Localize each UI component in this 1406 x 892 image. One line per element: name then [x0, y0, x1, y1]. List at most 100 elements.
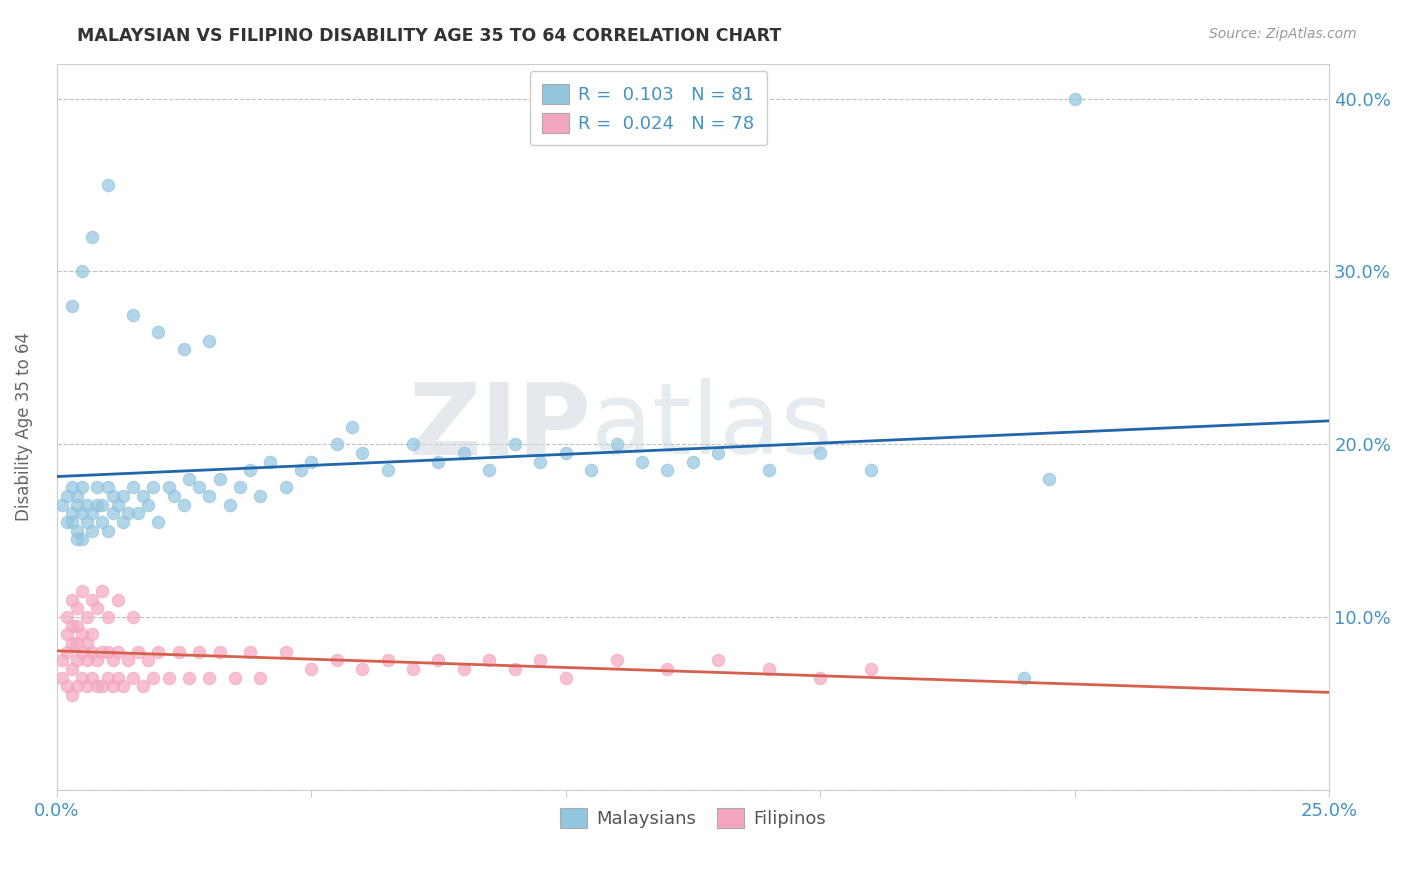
Point: [96, 480, 118, 494]
Point: [377, 653, 399, 667]
Point: [377, 463, 399, 477]
Point: [453, 662, 475, 676]
Point: [91, 645, 114, 659]
Point: [51, 671, 73, 685]
Point: [70, 584, 93, 599]
Point: [60, 507, 83, 521]
Point: [107, 498, 129, 512]
Point: [122, 671, 145, 685]
Point: [352, 662, 374, 676]
Point: [657, 463, 679, 477]
Point: [60, 592, 83, 607]
Point: [136, 498, 159, 512]
Point: [82, 524, 104, 538]
Point: [707, 653, 730, 667]
Point: [70, 533, 93, 547]
Point: [249, 671, 271, 685]
Point: [808, 671, 831, 685]
Point: [554, 446, 576, 460]
Point: [86, 601, 108, 615]
Point: [111, 489, 134, 503]
Point: [60, 299, 83, 313]
Point: [122, 480, 145, 494]
Point: [122, 308, 145, 322]
Point: [132, 679, 155, 693]
Point: [208, 645, 231, 659]
Point: [127, 507, 149, 521]
Point: [111, 515, 134, 529]
Point: [56, 489, 79, 503]
Point: [56, 610, 79, 624]
Point: [606, 437, 628, 451]
Point: [66, 679, 89, 693]
Point: [229, 480, 252, 494]
Point: [579, 463, 602, 477]
Point: [76, 636, 98, 650]
Point: [91, 498, 114, 512]
Point: [758, 662, 780, 676]
Legend: Malaysians, Filipinos: Malaysians, Filipinos: [553, 801, 834, 835]
Point: [299, 662, 322, 676]
Point: [82, 592, 104, 607]
Point: [427, 653, 450, 667]
Point: [82, 671, 104, 685]
Point: [173, 498, 195, 512]
Point: [503, 662, 526, 676]
Point: [188, 645, 211, 659]
Point: [117, 507, 139, 521]
Point: [274, 480, 297, 494]
Point: [101, 507, 124, 521]
Point: [142, 480, 165, 494]
Point: [96, 524, 118, 538]
Point: [529, 653, 551, 667]
Point: [239, 645, 262, 659]
Point: [101, 653, 124, 667]
Point: [70, 507, 93, 521]
Point: [167, 645, 190, 659]
Point: [86, 480, 108, 494]
Point: [606, 653, 628, 667]
Text: Source: ZipAtlas.com: Source: ZipAtlas.com: [1209, 27, 1357, 41]
Point: [96, 645, 118, 659]
Point: [86, 498, 108, 512]
Point: [340, 420, 363, 434]
Point: [290, 463, 312, 477]
Point: [91, 679, 114, 693]
Point: [117, 653, 139, 667]
Point: [60, 662, 83, 676]
Point: [96, 178, 118, 192]
Point: [70, 480, 93, 494]
Point: [60, 515, 83, 529]
Point: [91, 584, 114, 599]
Point: [122, 610, 145, 624]
Point: [529, 454, 551, 468]
Point: [66, 618, 89, 632]
Point: [86, 653, 108, 667]
Point: [173, 342, 195, 356]
Point: [101, 679, 124, 693]
Point: [66, 489, 89, 503]
Point: [82, 507, 104, 521]
Point: [707, 446, 730, 460]
Point: [503, 437, 526, 451]
Point: [352, 446, 374, 460]
Point: [453, 446, 475, 460]
Point: [274, 645, 297, 659]
Point: [66, 601, 89, 615]
Point: [1038, 472, 1060, 486]
Point: [70, 671, 93, 685]
Point: [76, 498, 98, 512]
Point: [208, 472, 231, 486]
Point: [70, 264, 93, 278]
Point: [259, 454, 281, 468]
Point: [808, 446, 831, 460]
Point: [86, 679, 108, 693]
Point: [218, 498, 240, 512]
Point: [70, 627, 93, 641]
Point: [60, 480, 83, 494]
Point: [860, 662, 883, 676]
Text: ZIP: ZIP: [408, 378, 591, 475]
Point: [66, 653, 89, 667]
Point: [163, 489, 186, 503]
Text: atlas: atlas: [591, 378, 832, 475]
